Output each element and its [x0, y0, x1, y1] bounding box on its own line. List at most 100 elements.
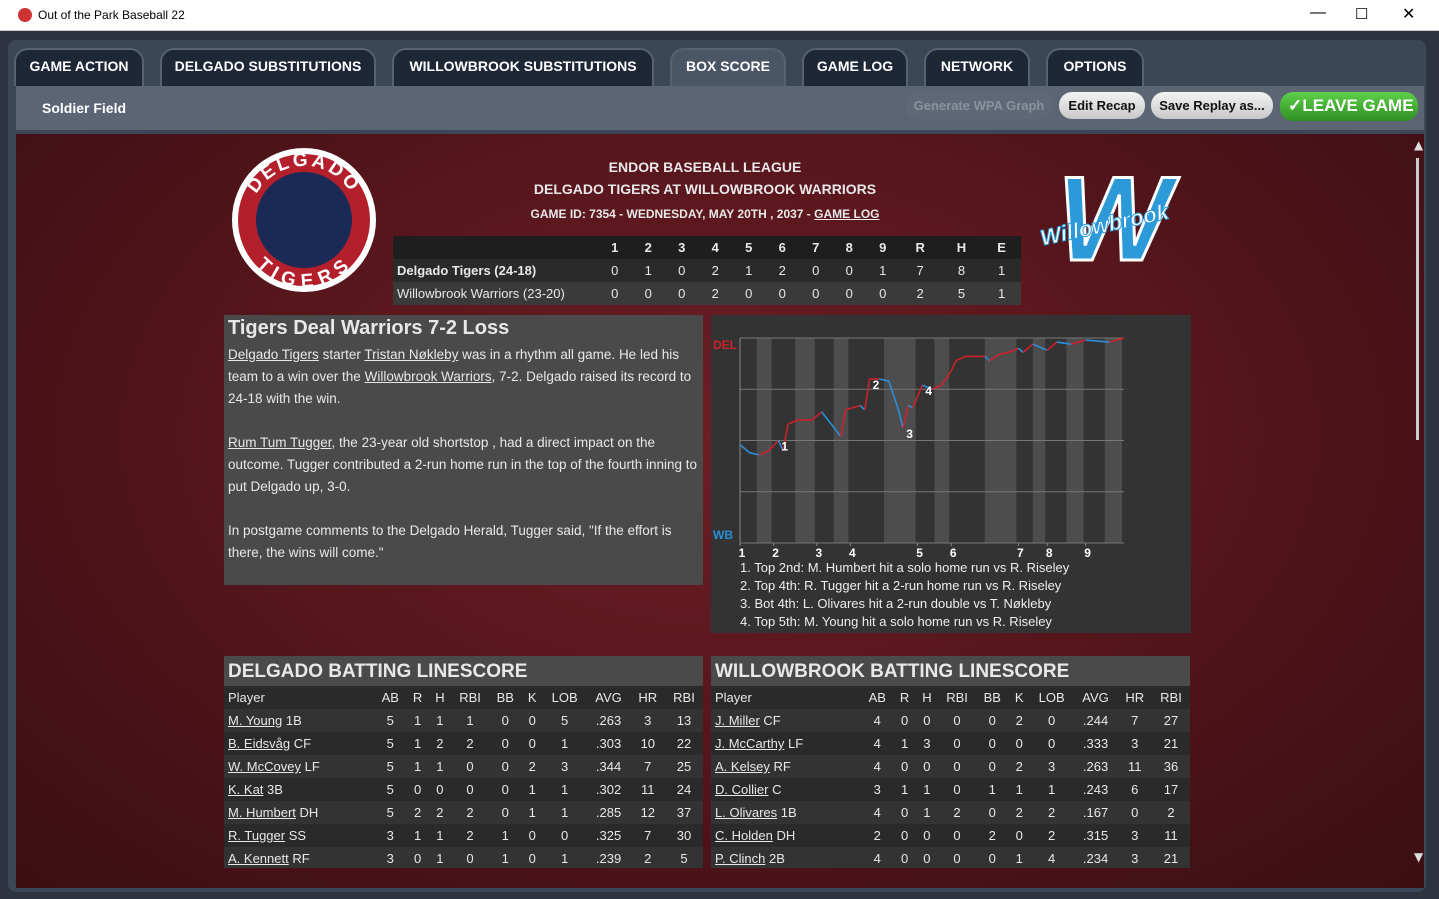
player-link[interactable]: J. Miller: [715, 713, 760, 728]
player-link[interactable]: J. McCarthy: [715, 736, 785, 751]
tab[interactable]: WILLOWBROOK SUBSTITUTIONS: [392, 48, 654, 86]
player-link[interactable]: L. Olivares: [715, 805, 778, 820]
stat: 3: [873, 782, 881, 797]
close[interactable]: ✕: [1402, 6, 1416, 23]
save-replay-button[interactable]: Save Replay as...: [1151, 92, 1273, 119]
stat: 0: [988, 851, 996, 866]
wpa-segment: [840, 409, 847, 437]
player-link[interactable]: A. Kelsey: [715, 759, 770, 774]
stat: 2: [436, 805, 444, 820]
x-tick-label: 5: [916, 546, 923, 560]
header-cell: [393, 236, 598, 259]
stat: 6: [1131, 782, 1139, 797]
check-icon: ✓: [1288, 96, 1303, 115]
stat: 3: [386, 851, 394, 866]
stat: 11: [1128, 759, 1142, 774]
wpa-segment: [811, 411, 823, 421]
edit-recap-button[interactable]: Edit Recap: [1059, 92, 1145, 119]
stat: .344: [595, 759, 622, 774]
scroll-up[interactable]: ▲: [1414, 138, 1424, 152]
stat: 37: [676, 805, 692, 820]
link[interactable]: Willowbrook Warriors: [364, 369, 492, 384]
game-log-link[interactable]: GAME LOG: [814, 207, 880, 221]
stat: 0: [436, 782, 444, 797]
player-link[interactable]: C. Holden: [715, 828, 773, 843]
stat: 0: [1015, 736, 1023, 751]
player-row: B. Eidsvåg CF 5 1 2 2 0 0 1.303 10 22: [224, 732, 703, 755]
wpa-button[interactable]: Generate WPA Graph: [905, 92, 1053, 119]
column-label: BB: [496, 690, 514, 705]
wpa-segment: [845, 404, 861, 411]
stat: .285: [595, 805, 622, 820]
player-row: C. Holden DH 2 0 0 0 2 0 2.315 3 11: [711, 824, 1190, 847]
wpa-segment: [864, 378, 871, 410]
score-cell: 0: [678, 263, 686, 278]
tab[interactable]: BOX SCORE: [670, 48, 786, 88]
stat: 1: [561, 805, 569, 820]
stat: 1: [1048, 782, 1056, 797]
link[interactable]: Tristan Nøkleby: [364, 347, 459, 362]
column-label: AB: [868, 690, 886, 705]
score-cell: 1: [997, 263, 1006, 278]
tab[interactable]: GAME LOG: [802, 48, 908, 86]
scroll-down[interactable]: ▼: [1414, 850, 1424, 864]
stat: 0: [501, 713, 509, 728]
wpa-segment: [999, 351, 1009, 356]
column-label: 2: [644, 240, 652, 255]
stat: 0: [1048, 736, 1056, 751]
column-label: AVG: [1082, 690, 1109, 705]
player-row: R. Tugger SS 3 1 1 2 1 0 0.325 7 30: [224, 824, 703, 847]
wpa-segment: [1017, 347, 1024, 353]
player-cell: W. McCovey LF: [224, 755, 374, 778]
player-cell: D. Collier C: [711, 778, 861, 801]
link[interactable]: Delgado Tigers: [228, 347, 319, 362]
player-link[interactable]: D. Collier: [715, 782, 769, 797]
score-cell: 1: [644, 263, 652, 278]
player-link[interactable]: M. Humbert: [228, 805, 296, 820]
league: ENDOR BASEBALL LEAGUE: [608, 159, 802, 175]
score-cell: 0: [678, 286, 686, 301]
x-tick-label: 2: [772, 546, 779, 560]
column-label: AB: [381, 690, 399, 705]
tab[interactable]: GAME ACTION: [14, 48, 144, 86]
tab[interactable]: DELGADO SUBSTITUTIONS: [160, 48, 376, 86]
player-link[interactable]: W. McCovey: [228, 759, 301, 774]
stat: 10: [640, 736, 656, 751]
player-row: J. McCarthy LF 4 1 3 0 0 0 0.333 3 21: [711, 732, 1190, 755]
tab[interactable]: NETWORK: [924, 48, 1030, 86]
recap-paragraph: Delgado Tigers starter Tristan Nøkleby w…: [228, 344, 699, 410]
column-label: AVG: [595, 690, 622, 705]
minimize[interactable]: —: [1310, 4, 1326, 21]
link[interactable]: Rum Tum Tugger: [228, 435, 332, 450]
stat: 2: [466, 736, 474, 751]
player-link[interactable]: K. Kat: [228, 782, 264, 797]
wpa-segment: [859, 405, 866, 411]
scroll-thumb[interactable]: [1416, 158, 1419, 440]
player-link[interactable]: R. Tugger: [228, 828, 286, 843]
stat: 0: [466, 759, 474, 774]
player-link[interactable]: P. Clinch: [715, 851, 766, 866]
maximize[interactable]: ☐: [1355, 6, 1369, 23]
position: 1B: [780, 805, 797, 820]
stat: 0: [466, 851, 474, 866]
player-link[interactable]: B. Eidsvåg: [228, 736, 291, 751]
tab[interactable]: OPTIONS: [1046, 48, 1144, 86]
text: , 7-2. Delgado raised its record to 24-1…: [228, 369, 692, 406]
leave-game-button[interactable]: ✓ LEAVE GAME: [1280, 92, 1418, 121]
player-cell: M. Humbert DH: [224, 801, 374, 824]
title-bar: Out of the Park Baseball 22 — ☐ ✕: [0, 0, 1439, 31]
stat: .263: [595, 713, 622, 728]
column-label: 5: [745, 240, 753, 255]
player-link[interactable]: A. Kennett: [228, 851, 289, 866]
player-link[interactable]: M. Young: [228, 713, 283, 728]
logo-center: [256, 172, 352, 268]
stat: 12: [640, 805, 656, 820]
stat: 21: [1163, 736, 1179, 751]
stat: 2: [1015, 805, 1023, 820]
stat: .239: [595, 851, 622, 866]
stat: 0: [988, 736, 996, 751]
score-cell: 0: [611, 286, 619, 301]
player-cell: A. Kelsey RF: [711, 755, 861, 778]
player-row: K. Kat 3B 5 0 0 0 0 1 1.302 11 24: [224, 778, 703, 801]
event-marker: 2: [873, 378, 880, 392]
